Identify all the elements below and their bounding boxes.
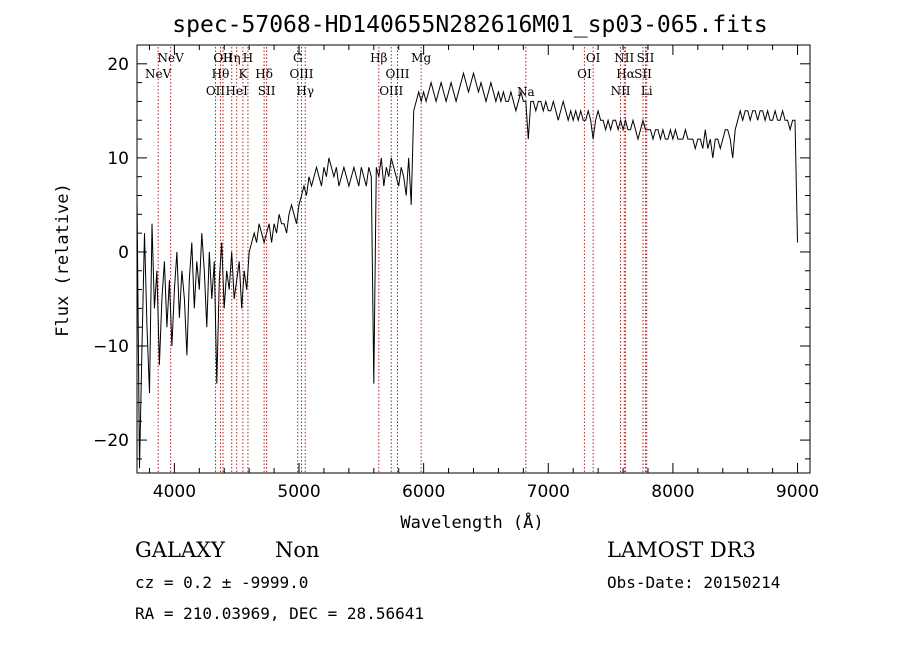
x-tick-label: 7000	[527, 482, 570, 502]
survey-label: LAMOST DR3	[607, 538, 756, 562]
spectral-line-label: Hδ	[255, 67, 273, 81]
x-tick-label: 8000	[651, 482, 694, 502]
spectral-line-label: OI	[586, 51, 601, 65]
spectral-line-label: SII	[634, 67, 652, 81]
spectral-line-label: OI	[577, 67, 592, 81]
spectral-line-label: OIII	[289, 67, 313, 81]
y-tick-label: −20	[93, 431, 129, 451]
spectral-line-markers	[157, 47, 648, 473]
spectral-line-label: Li	[641, 84, 653, 98]
spectral-line-label: NeV	[145, 67, 172, 81]
spectral-line-labels: NeVNeVOIIHθOIIHηHeIKHHδSIIGOIIIHγHβOIIIO…	[145, 51, 655, 99]
spectral-line-label: Hα	[616, 67, 635, 81]
y-tick-label: 0	[118, 243, 129, 263]
y-axis-ticks: −20 −10 0 10 20	[93, 44, 810, 460]
y-tick-label: 20	[107, 55, 129, 75]
spectral-line-label: SII	[258, 84, 276, 98]
plot-frame	[136, 44, 811, 474]
spectral-line-label: Hη	[223, 51, 241, 65]
spectral-line-label: Hγ	[296, 84, 314, 98]
obs-date-text: Obs-Date: 20150214	[607, 573, 781, 592]
spectrum-line	[136, 71, 798, 469]
spectral-line-label: H	[243, 51, 253, 65]
x-tick-label: 5000	[277, 482, 320, 502]
chart-title: spec-57068-HD140655N282616M01_sp03-065.f…	[172, 12, 767, 38]
x-axis-ticks: 4000 5000 6000 7000 8000 9000	[148, 45, 819, 502]
x-tick-label: 9000	[776, 482, 819, 502]
spectral-line-label: OIII	[385, 67, 409, 81]
redshift-text: cz = 0.2 ± -9999.0	[135, 573, 309, 592]
spectral-line-label: NII	[611, 84, 631, 98]
spectral-line-label: Hβ	[370, 51, 387, 65]
spectral-line-label: K	[238, 67, 248, 81]
x-tick-label: 4000	[153, 482, 196, 502]
x-axis-label: Wavelength (Å)	[400, 511, 543, 533]
spectral-line-label: OIII	[379, 84, 403, 98]
spectral-line-label: OII	[213, 51, 233, 65]
x-tick-label: 6000	[402, 482, 445, 502]
object-class: GALAXY	[135, 538, 225, 562]
spectral-line-label: SII	[637, 51, 655, 65]
spectral-line-label: G	[293, 51, 303, 65]
y-axis-label: Flux (relative)	[53, 183, 73, 337]
y-tick-label: 10	[107, 149, 129, 169]
spectrum-chart: spec-57068-HD140655N282616M01_sp03-065.f…	[53, 12, 819, 533]
spectral-line-label: HeI	[226, 84, 249, 98]
coordinates-text: RA = 210.03969, DEC = 28.56641	[135, 604, 424, 623]
spectral-line-label: Hθ	[212, 67, 230, 81]
spectral-line-label: OII	[206, 84, 226, 98]
spectral-line-label: Mg	[411, 51, 431, 65]
spectral-line-label: NII	[614, 51, 634, 65]
y-tick-label: −10	[93, 337, 129, 357]
spectral-line-label: NeV	[158, 51, 185, 65]
object-subclass: Non	[275, 538, 320, 562]
